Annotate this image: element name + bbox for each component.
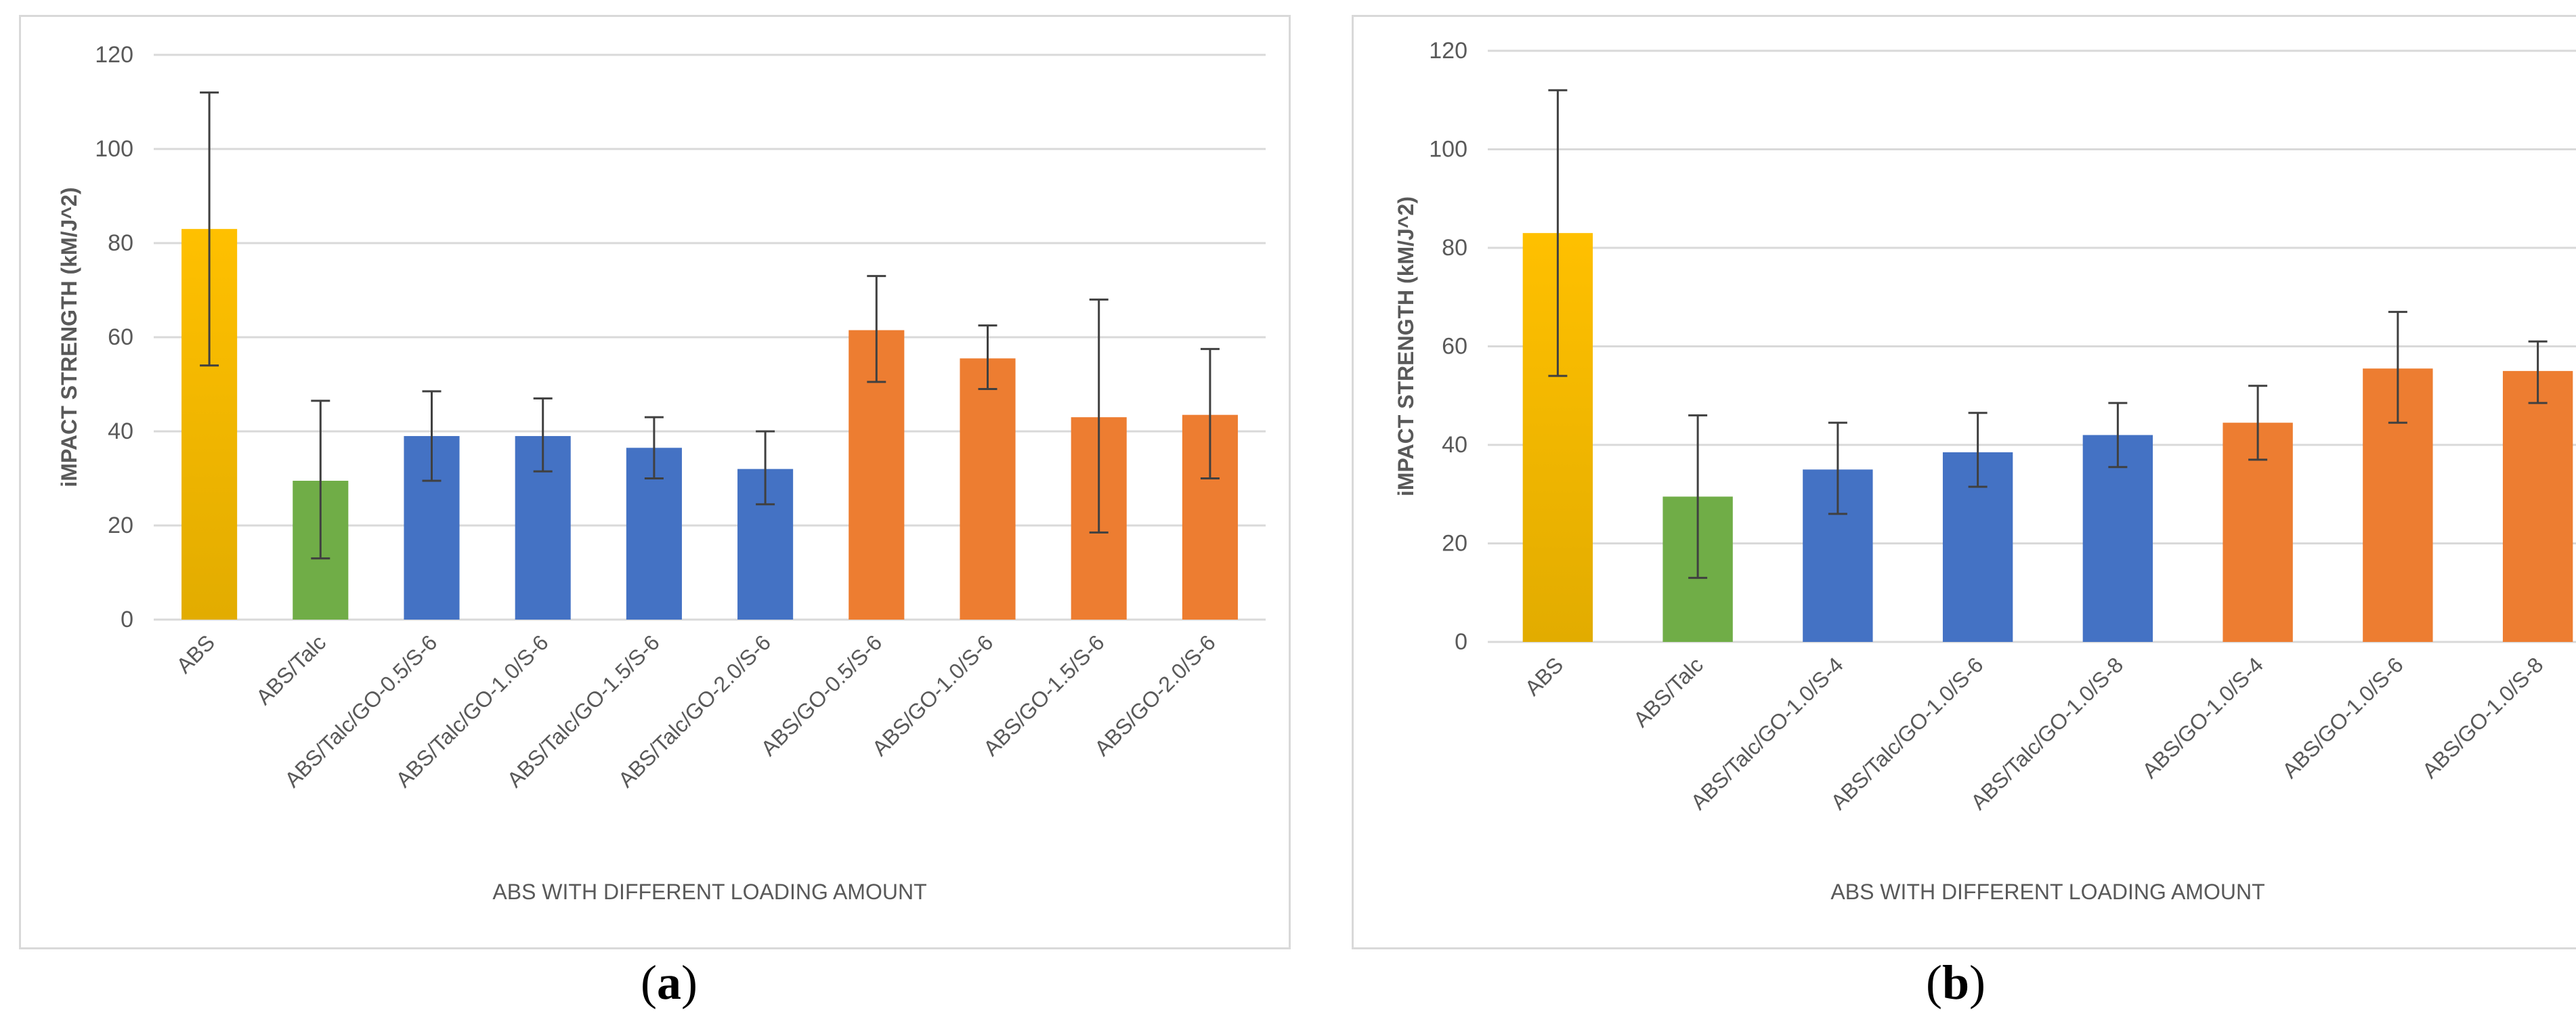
y-tick-label: 40 — [1442, 432, 1467, 458]
error-bar-abs-talc — [311, 400, 330, 560]
x-tick-label: ABS/GO-1.0/S-6 — [867, 630, 998, 760]
bar-abs-go-1-0-s-6 — [960, 358, 1016, 620]
y-tick-label: 20 — [1442, 531, 1467, 557]
y-tick-label: 0 — [121, 607, 133, 632]
error-bar-abs — [200, 91, 219, 367]
chart-panel-a: 0 20 40 60 80 100 120 iMPACT STRENGTH (kM/J^2) A… — [19, 15, 1291, 949]
error-bar-abs-talc — [1688, 414, 1708, 579]
bar-abs-talc-go-1-0-s-8 — [2082, 435, 2153, 642]
error-bar-abs-go-2-0-s-6 — [1200, 347, 1220, 479]
error-bar-abs-go-1-0-s-8 — [2528, 340, 2548, 404]
y-tick-label: 100 — [1429, 137, 1467, 163]
x-tick-label: ABS/Talc/GO-1.0/S-8 — [1966, 652, 2128, 814]
error-bar-abs-talc-go-1-5-s-6 — [644, 416, 664, 479]
y-axis-title: iMPACT STRENGTH (kM/J^2) — [1394, 196, 1418, 496]
error-bar-abs-talc-go-1-0-s-6 — [1968, 412, 1988, 488]
error-bar-abs-go-1-0-s-6 — [978, 324, 997, 390]
x-tick-label: ABS/GO-1.0/S-6 — [2277, 652, 2408, 783]
y-tick-label: 20 — [108, 513, 133, 538]
bar-abs-go-1-0-s-8 — [2502, 370, 2573, 642]
x-tick-label: ABS/GO-1.0/S-4 — [2137, 652, 2268, 783]
chart-panel-b: 0 20 40 60 80 100 120 iMPACT STRENGTH (kM/J^2) A… — [1352, 15, 2576, 949]
chart-a: 0 20 40 60 80 100 120 iMPACT STRENGTH (kM/J^2) A… — [57, 42, 1266, 904]
y-tick-label: 120 — [95, 42, 133, 68]
y-tick-label: 0 — [1455, 629, 1467, 655]
y-tick-label: 100 — [95, 136, 133, 162]
error-bar-abs-talc-go-1-0-s-8 — [2108, 402, 2128, 469]
chart-b: 0 20 40 60 80 100 120 iMPACT STRENGTH (kM/J^2) A… — [1394, 38, 2576, 904]
error-bar-abs-go-0-5-s-6 — [867, 275, 886, 383]
error-bar-abs-go-1-0-s-6 — [2388, 311, 2407, 424]
error-bar-abs-talc-go-1-0-s-6 — [533, 397, 553, 473]
error-bar-abs-talc-go-2-0-s-6 — [756, 430, 775, 506]
panel-label-b: (b) — [1925, 955, 1985, 1010]
y-tick-label: 80 — [1442, 235, 1467, 261]
x-tick-label: ABS/Talc/GO-1.0/S-4 — [1686, 652, 1848, 814]
x-tick-label: ABS/GO-2.0/S-6 — [1090, 630, 1220, 760]
x-tick-label: ABS/GO-1.0/S-8 — [2418, 652, 2548, 783]
y-tick-label: 80 — [108, 230, 133, 256]
y-tick-label: 60 — [108, 324, 133, 350]
error-bar-abs-talc-go-0-5-s-6 — [422, 390, 442, 482]
y-tick-label: 120 — [1429, 38, 1467, 64]
x-tick-label: ABS/Talc/GO-1.0/S-6 — [1826, 652, 1988, 814]
x-axis-title: ABS WITH DIFFERENT LOADING AMOUNT — [1830, 880, 2264, 904]
x-tick-label: ABS — [1520, 652, 1568, 700]
error-bar-abs-go-1-0-s-4 — [2248, 385, 2268, 461]
error-bar-abs-talc-go-1-0-s-4 — [1828, 421, 1847, 515]
x-tick-label: ABS/GO-1.5/S-6 — [979, 630, 1109, 760]
error-bar-abs-go-1-5-s-6 — [1089, 298, 1109, 534]
x-tick-label: ABS/Talc — [1629, 652, 1708, 731]
y-tick-label: 60 — [1442, 334, 1467, 360]
y-tick-label: 40 — [108, 418, 133, 444]
y-axis-title: iMPACT STRENGTH (kM/J^2) — [57, 188, 81, 488]
x-tick-label: ABS — [171, 630, 219, 678]
panel-label-a: (a) — [641, 955, 697, 1010]
x-tick-label: ABS/GO-0.5/S-6 — [756, 630, 887, 760]
x-tick-label: ABS/Talc — [251, 630, 330, 709]
error-bar-abs — [1548, 89, 1568, 377]
x-axis-title: ABS WITH DIFFERENT LOADING AMOUNT — [492, 880, 926, 904]
